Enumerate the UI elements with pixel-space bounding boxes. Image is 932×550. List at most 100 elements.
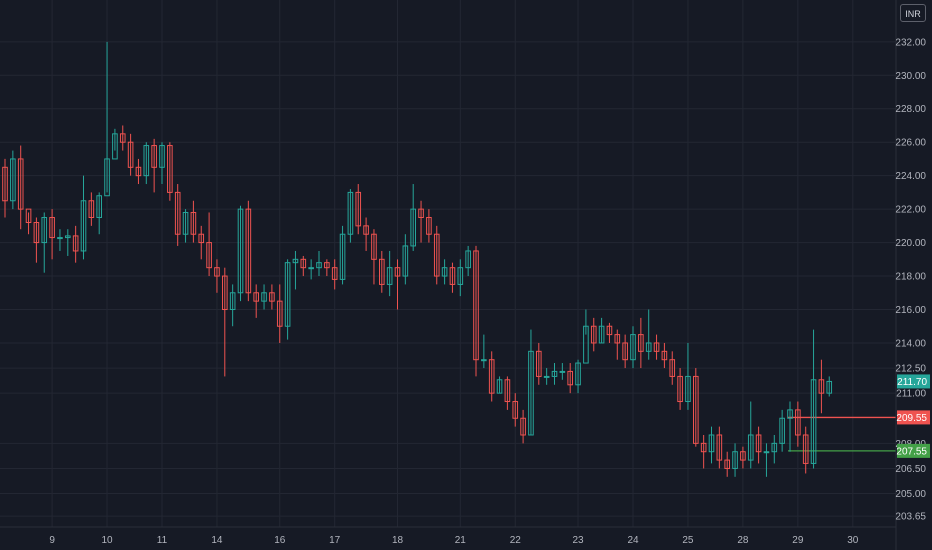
candle-body <box>598 325 605 344</box>
candle <box>426 209 432 243</box>
candle <box>716 426 723 469</box>
time-tick-label: 21 <box>455 535 467 546</box>
time-tick-label: 29 <box>792 535 804 546</box>
candle <box>104 41 110 197</box>
candle-body <box>276 300 283 327</box>
time-tick-label: 28 <box>737 535 749 546</box>
time-tick-label: 17 <box>329 535 341 546</box>
candle-body <box>426 216 432 235</box>
candle <box>253 284 259 318</box>
candle-body <box>473 250 479 361</box>
candle-body <box>488 359 495 394</box>
candle <box>41 212 48 273</box>
candle-body <box>465 250 471 269</box>
last-price-tag <box>897 374 930 389</box>
candle <box>747 401 754 469</box>
candle-body <box>355 191 362 227</box>
price-tick-label: 220.00 <box>895 238 926 249</box>
candle <box>276 284 283 343</box>
candle <box>57 229 63 251</box>
price-tick-label: 218.00 <box>895 272 926 283</box>
time-tick-label: 14 <box>211 535 223 546</box>
candle <box>669 351 676 385</box>
candle <box>119 125 126 151</box>
price-tick-label: 214.00 <box>895 338 926 349</box>
candle <box>339 225 346 285</box>
candle-body <box>755 434 762 453</box>
candle-body <box>669 359 676 377</box>
candle-body <box>520 417 526 436</box>
candle <box>347 189 354 243</box>
candle-body <box>528 350 534 436</box>
candle-body <box>363 225 369 235</box>
candle <box>261 284 267 310</box>
price-level-tag-label: 207.55 <box>896 446 927 457</box>
candle-body <box>763 451 770 454</box>
candle <box>583 309 589 364</box>
candle <box>25 208 32 235</box>
candle-body <box>261 292 267 302</box>
candle-body <box>143 145 150 177</box>
price-tick-label: 230.00 <box>895 71 926 82</box>
candle-body <box>732 451 738 469</box>
candle-body <box>677 375 683 403</box>
price-tick-label: 222.00 <box>895 205 926 216</box>
grid-lines <box>0 0 896 527</box>
candle <box>810 329 817 469</box>
candle-body <box>512 401 519 419</box>
candle <box>457 259 464 297</box>
candle-body <box>316 262 322 269</box>
candle <box>65 229 71 256</box>
candle-body <box>159 145 165 168</box>
candle <box>214 259 220 293</box>
candle <box>575 359 581 394</box>
candle <box>763 443 770 477</box>
candle-body <box>33 222 40 244</box>
candle <box>724 451 731 477</box>
price-tick-label: 216.00 <box>895 305 926 316</box>
candle-body <box>810 379 817 464</box>
candle-body <box>65 235 71 239</box>
candle <box>481 334 487 369</box>
candle-body <box>543 375 550 378</box>
candle-body <box>645 342 652 352</box>
candle-body <box>182 211 189 235</box>
candle <box>826 376 833 397</box>
time-axis[interactable]: 9 10 11 14 16 17 18 21 22 23 24 25 28 29 30 <box>49 535 858 546</box>
candle-body <box>127 141 134 168</box>
candle <box>732 443 738 477</box>
candle <box>269 284 275 310</box>
candle <box>449 262 456 293</box>
price-tick-label: 206.50 <box>895 464 926 475</box>
candle-body <box>347 191 354 235</box>
candle-body <box>237 208 244 294</box>
candle-body <box>17 158 24 210</box>
candle-body <box>700 442 707 453</box>
candle-body <box>418 208 424 218</box>
candle-body <box>80 200 87 252</box>
candle <box>151 138 157 193</box>
candle-body <box>410 208 416 247</box>
candle <box>818 359 825 414</box>
candle-body <box>590 325 597 344</box>
candle <box>167 142 173 201</box>
candle <box>190 200 197 243</box>
candle <box>504 376 511 410</box>
candle <box>473 245 479 377</box>
candle-body <box>324 262 330 269</box>
candle-body <box>433 233 440 277</box>
candle <box>33 217 40 263</box>
candle-body <box>630 334 636 361</box>
candle-body <box>2 166 8 202</box>
candle-body <box>151 145 157 168</box>
candle <box>795 401 801 447</box>
candle <box>10 150 16 210</box>
candle <box>614 329 621 360</box>
candle-body <box>57 237 63 240</box>
currency-badge[interactable]: INR <box>900 4 926 22</box>
candle-body <box>222 275 228 311</box>
candle <box>308 259 314 280</box>
candle-body <box>575 362 581 386</box>
